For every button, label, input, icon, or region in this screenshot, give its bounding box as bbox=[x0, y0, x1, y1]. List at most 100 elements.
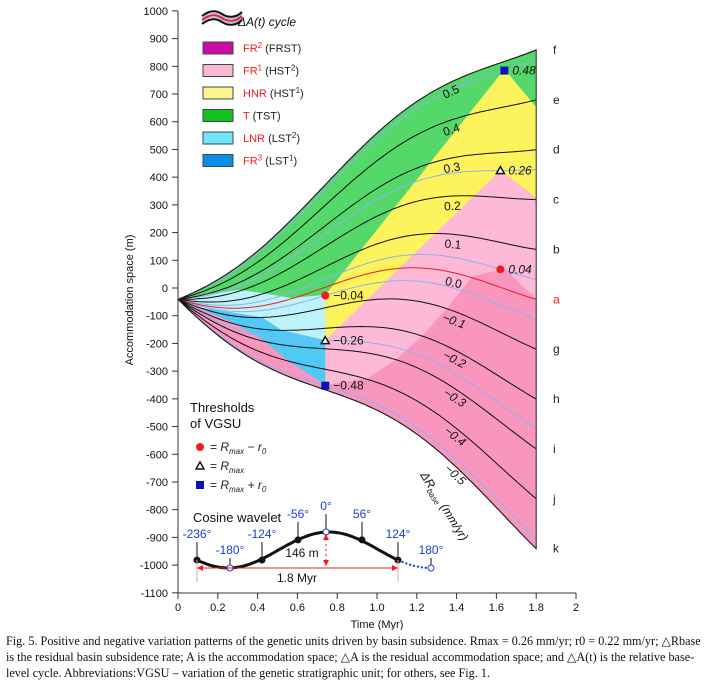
thresholds-title: Thresholds bbox=[190, 400, 255, 415]
threshold-value-label: −0.48 bbox=[333, 379, 364, 393]
legend-swatch bbox=[202, 41, 234, 55]
red-circle-marker bbox=[321, 291, 330, 300]
curve-letter-i: i bbox=[553, 442, 556, 456]
y-tick-label: 800 bbox=[150, 61, 168, 73]
black-triangle-marker bbox=[495, 165, 506, 175]
legend-cycle-label: ΔA(t) cycle bbox=[237, 15, 296, 29]
threshold-legend-label: = Rmax bbox=[210, 459, 245, 475]
threshold-line bbox=[177, 59, 537, 300]
curve-value-label: 0.0 bbox=[444, 274, 464, 291]
y-tick-label: 1000 bbox=[144, 6, 168, 18]
threshold-line bbox=[177, 253, 537, 306]
threshold-marks: −0.04 −0.26 −0.48 0.48 0.26 0.04 bbox=[319, 64, 536, 393]
phase-point bbox=[427, 564, 435, 572]
curve-letter-h: h bbox=[553, 392, 560, 406]
curve-g bbox=[177, 298, 537, 350]
cosine-wavelet-inset: Cosine wavelet -236° -180°-124° -56° 0° 56° 12… bbox=[183, 499, 444, 585]
curve-value-label: 0.2 bbox=[444, 199, 462, 214]
phase-label: -236° bbox=[183, 527, 212, 541]
legend-item-label: FR1 (HST2) bbox=[243, 64, 299, 78]
black-triangle-marker bbox=[319, 335, 331, 345]
threshold-line bbox=[177, 280, 537, 320]
cycle-line-icon bbox=[201, 12, 243, 20]
phase-label: 124° bbox=[386, 527, 411, 541]
envelope-outline bbox=[177, 49, 537, 550]
y-tick-label: -1100 bbox=[141, 588, 168, 600]
phase-label: -180° bbox=[216, 543, 245, 557]
cycle-line-icon bbox=[201, 10, 243, 18]
threshold-line bbox=[177, 298, 537, 540]
curve-e bbox=[177, 99, 537, 300]
x-tick-label: 0.6 bbox=[290, 602, 305, 614]
x-tick-label: 0.2 bbox=[210, 602, 225, 614]
legend-swatch bbox=[202, 64, 234, 77]
curve-letter-b: b bbox=[553, 242, 560, 256]
phase-point bbox=[294, 536, 302, 544]
blue-square-marker bbox=[500, 66, 509, 75]
cycle-line-icon bbox=[201, 14, 243, 22]
curve-letter-d: d bbox=[553, 143, 560, 157]
curve-value-label: 0.1 bbox=[444, 237, 462, 253]
threshold-legend-marker bbox=[194, 460, 206, 470]
x-tick-label: 2 bbox=[573, 602, 579, 614]
y-tick-label: 400 bbox=[150, 172, 168, 184]
threshold-value-label: 0.48 bbox=[512, 64, 536, 78]
threshold-legend-label: = Rmax − r0 bbox=[210, 440, 267, 456]
x-tick-label: 1.4 bbox=[449, 602, 464, 614]
curve-b bbox=[177, 233, 537, 303]
legend-swatch bbox=[202, 131, 234, 145]
curve-a bbox=[177, 267, 537, 309]
curve-letter-e: e bbox=[553, 93, 560, 107]
x-tick-label: 1.6 bbox=[489, 602, 504, 614]
threshold-value-label: −0.26 bbox=[333, 334, 364, 348]
y-tick-label: -300 bbox=[146, 366, 168, 378]
y-tick-label: -400 bbox=[146, 394, 168, 406]
phase-label: -124° bbox=[248, 527, 277, 541]
legend-swatch bbox=[202, 109, 234, 122]
curve-letter-k: k bbox=[553, 542, 560, 556]
phase-label: -56° bbox=[287, 507, 309, 521]
y-tick-label: -800 bbox=[146, 505, 168, 517]
legend-item-label: FR3 (LST1) bbox=[243, 154, 297, 168]
x-tick-label: 0.8 bbox=[330, 602, 345, 614]
figure-caption: Fig. 5. Positive and negative variation … bbox=[6, 634, 701, 680]
curve-h bbox=[177, 298, 537, 400]
legend-item-label: HNR (HST1) bbox=[243, 86, 304, 100]
x-tick-label: 1.8 bbox=[529, 602, 544, 614]
y-tick-label: 500 bbox=[150, 144, 168, 156]
phase-label: 180° bbox=[419, 543, 444, 557]
x-tick-label: 0 bbox=[175, 602, 181, 614]
amplitude-label: 146 m bbox=[285, 546, 318, 560]
curve-value-label: 0.4 bbox=[441, 120, 462, 139]
y-tick-label: -500 bbox=[146, 422, 168, 434]
legend: ΔA(t) cycle FR2 (FRST) FR1 (HST2) HNR (HST1… bbox=[201, 10, 304, 168]
curve-letter-c: c bbox=[553, 193, 559, 207]
y-axis-label: Accommodation space (m) bbox=[124, 235, 136, 366]
legend-item-label: LNR (LST2) bbox=[243, 131, 300, 145]
x-tick-label: 0.4 bbox=[250, 602, 265, 614]
threshold-line bbox=[177, 169, 537, 300]
wavelet-continuation bbox=[397, 559, 431, 569]
phase-point bbox=[258, 556, 266, 564]
y-tick-label: 0 bbox=[162, 283, 168, 295]
y-tick-label: 900 bbox=[150, 34, 168, 46]
curve-letter-g: g bbox=[553, 342, 560, 356]
thresholds-subtitle: of VGSU bbox=[190, 416, 241, 431]
axes: 10009008007006005004003002001000-100-200… bbox=[124, 6, 579, 630]
legend-item-label: T (TST) bbox=[243, 111, 281, 123]
threshold-value-label: 0.26 bbox=[508, 164, 532, 178]
phase-label: 56° bbox=[353, 507, 371, 521]
region-fr3 bbox=[178, 299, 326, 385]
legend-item-label: FR2 (FRST) bbox=[243, 41, 301, 55]
cycle-line-icon bbox=[201, 16, 243, 24]
curve-value-label: 0.3 bbox=[442, 159, 461, 176]
y-tick-label: 600 bbox=[150, 117, 168, 129]
y-tick-label: -700 bbox=[146, 477, 168, 489]
threshold-legend-marker bbox=[196, 443, 204, 451]
phase-label: 0° bbox=[320, 499, 332, 513]
threshold-value-label: −0.04 bbox=[333, 288, 364, 302]
threshold-legend-marker bbox=[196, 481, 204, 489]
threshold-line bbox=[177, 298, 537, 430]
phase-point bbox=[358, 536, 366, 544]
